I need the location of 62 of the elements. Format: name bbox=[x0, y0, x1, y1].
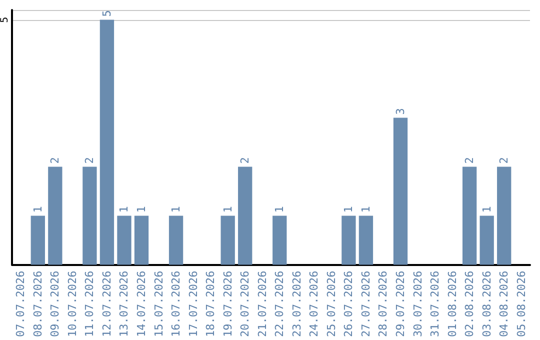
x-tick-label: 30.07.2026 bbox=[411, 270, 424, 338]
bar bbox=[48, 166, 62, 265]
x-tick-label: 08.07.2026 bbox=[31, 270, 44, 338]
bar bbox=[82, 166, 97, 265]
bar bbox=[497, 166, 512, 265]
data-label: 1 bbox=[359, 206, 372, 213]
data-label: 2 bbox=[463, 157, 476, 164]
data-label: 2 bbox=[48, 157, 62, 164]
x-tick-label: 23.07.2026 bbox=[290, 270, 304, 338]
bar bbox=[220, 216, 235, 265]
x-tick-label: 07.07.2026 bbox=[14, 270, 28, 338]
x-tick-label: 29.07.2026 bbox=[394, 270, 407, 338]
bar bbox=[358, 216, 374, 265]
data-label: 5 bbox=[100, 10, 114, 17]
x-tick-label: 13.07.2026 bbox=[118, 270, 131, 338]
data-label: 1 bbox=[480, 206, 494, 213]
x-tick-label: 28.07.2026 bbox=[376, 270, 390, 338]
data-label: 2 bbox=[83, 157, 96, 164]
x-tick-label: 26.07.2026 bbox=[342, 270, 356, 338]
bar bbox=[393, 118, 408, 265]
x-tick-label: 24.07.2026 bbox=[308, 270, 321, 338]
x-tick-label: 22.07.2026 bbox=[273, 270, 286, 338]
bar bbox=[134, 216, 149, 265]
x-tick-label: 05.08.2026 bbox=[514, 270, 528, 338]
x-tick-label: 17.07.2026 bbox=[186, 270, 200, 338]
data-label: 1 bbox=[342, 206, 356, 213]
x-tick-label: 27.07.2026 bbox=[359, 270, 372, 338]
x-tick-label: 31.07.2026 bbox=[428, 270, 442, 338]
x-tick-label: 12.07.2026 bbox=[100, 270, 114, 338]
x-tick-label: 01.08.2026 bbox=[446, 270, 459, 338]
bar bbox=[168, 216, 184, 265]
x-tick-label: 04.08.2026 bbox=[498, 270, 511, 338]
x-tick-label: 03.08.2026 bbox=[480, 270, 494, 338]
x-tick-label: 20.07.2026 bbox=[238, 270, 252, 338]
data-label: 1 bbox=[273, 206, 286, 213]
x-tick-label: 11.07.2026 bbox=[83, 270, 96, 338]
data-label: 2 bbox=[498, 157, 511, 164]
data-label: 3 bbox=[394, 108, 407, 115]
data-label: 1 bbox=[221, 206, 234, 213]
bar bbox=[462, 166, 477, 265]
bar bbox=[272, 216, 287, 265]
bar bbox=[342, 216, 356, 265]
bar bbox=[30, 216, 45, 265]
x-tick-label: 25.07.2026 bbox=[324, 270, 338, 338]
data-label: 1 bbox=[170, 206, 183, 213]
x-tick-label: 09.07.2026 bbox=[48, 270, 62, 338]
data-label: 1 bbox=[31, 206, 44, 213]
data-label: 2 bbox=[238, 157, 252, 164]
x-tick-label: 14.07.2026 bbox=[135, 270, 148, 338]
x-tick-label: 15.07.2026 bbox=[152, 270, 166, 338]
data-label: 1 bbox=[135, 206, 148, 213]
data-label: 1 bbox=[118, 206, 131, 213]
bar bbox=[117, 216, 132, 265]
x-tick-label: 21.07.2026 bbox=[256, 270, 269, 338]
x-tick-label: 02.08.2026 bbox=[463, 270, 476, 338]
x-tick-label: 19.07.2026 bbox=[221, 270, 234, 338]
x-tick-label: 18.07.2026 bbox=[204, 270, 218, 338]
bar bbox=[238, 166, 252, 265]
x-tick-label: 10.07.2026 bbox=[66, 270, 79, 338]
bar bbox=[100, 20, 114, 265]
bar bbox=[480, 216, 494, 265]
x-tick-label: 16.07.2026 bbox=[170, 270, 183, 338]
